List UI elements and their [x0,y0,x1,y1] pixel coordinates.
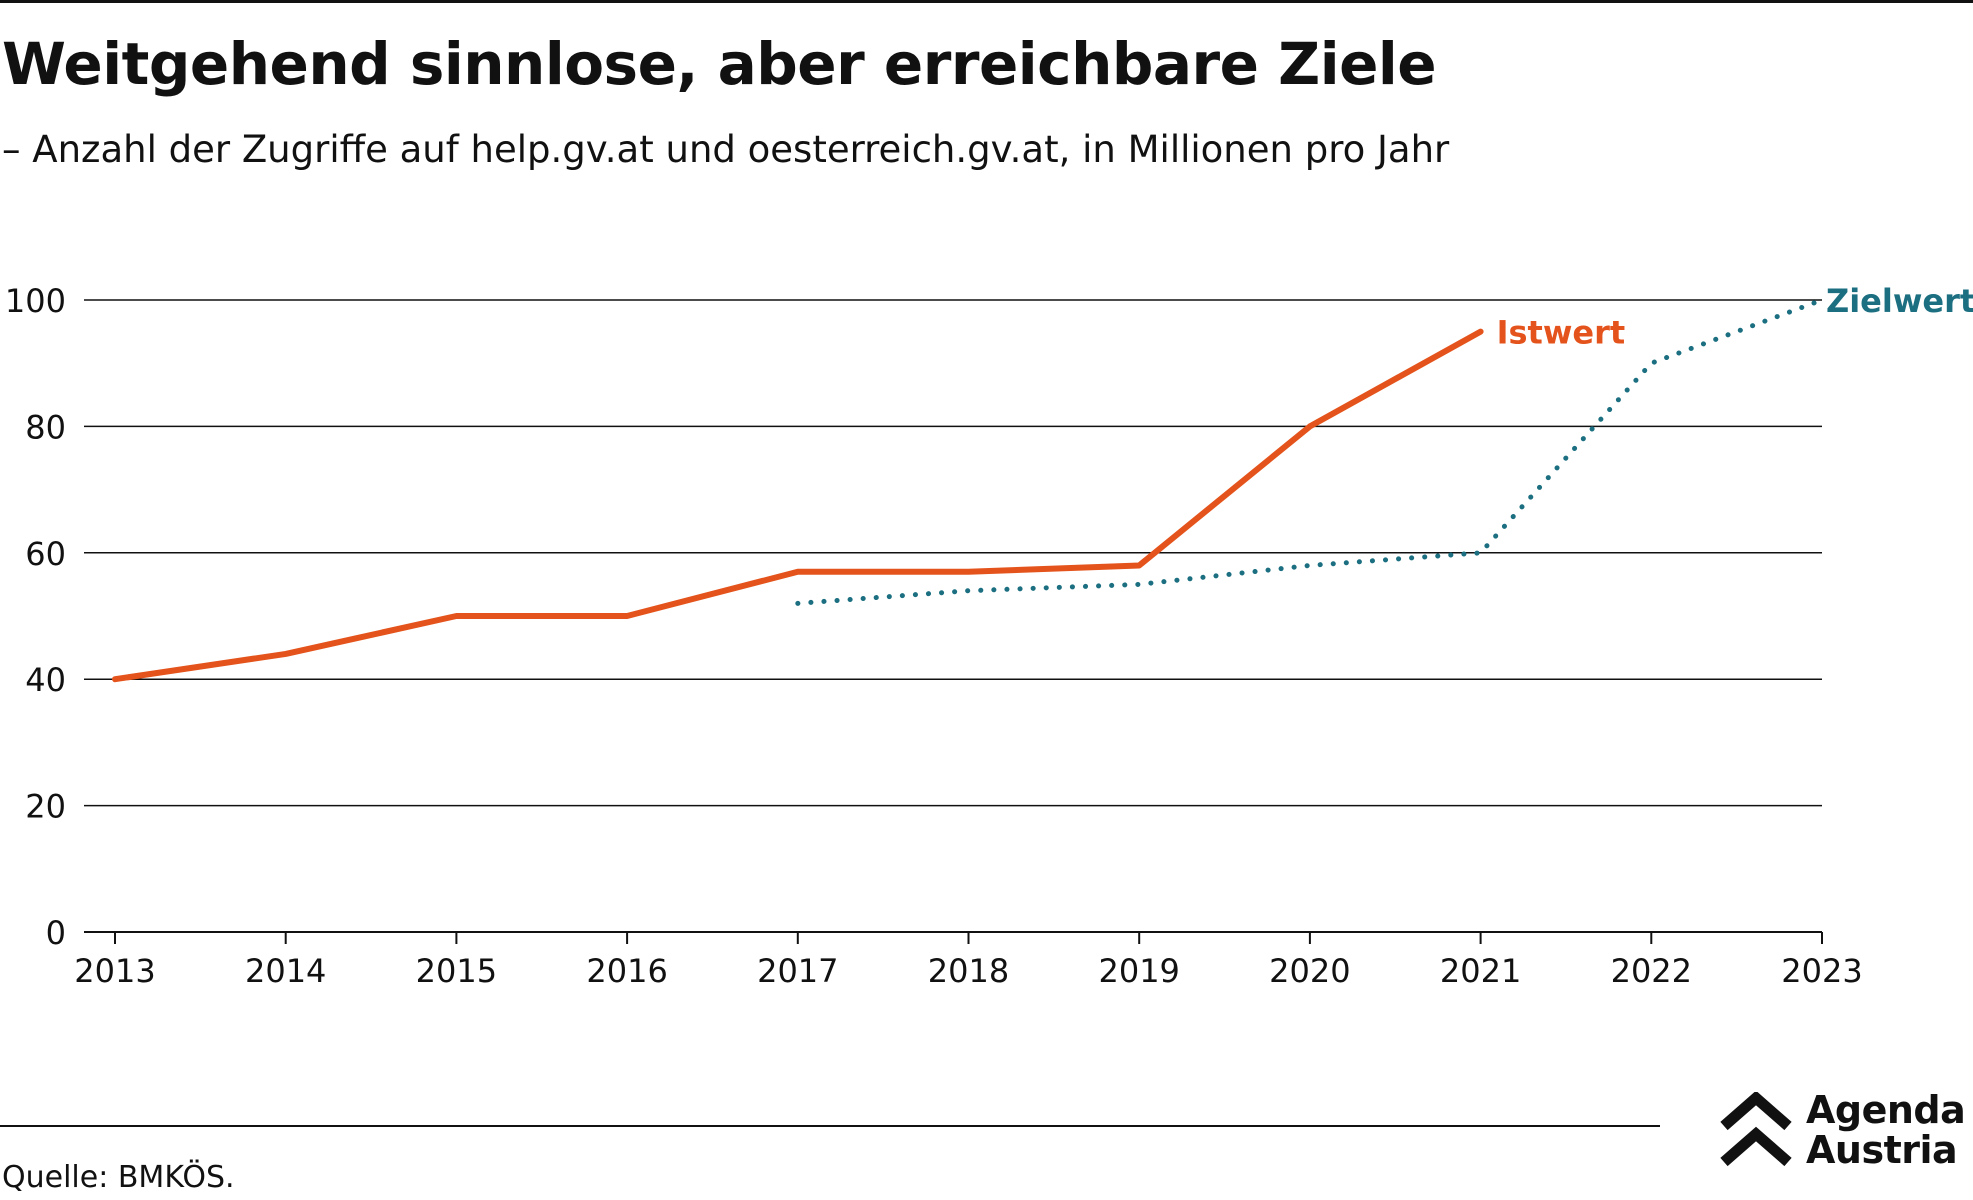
logo-line-1: Agenda [1806,1088,1966,1132]
x-tick-label: 2021 [1440,952,1521,990]
agenda-austria-logo: Agenda Austria [1720,1090,1970,1170]
logo-line-2: Austria [1806,1128,1958,1172]
y-tick-label: 80 [25,408,66,446]
y-tick-label: 0 [46,914,66,952]
series-line-istwert [112,328,1484,683]
x-axis-ticks: 2013 2014 2015 2016 2017 2018 2019 2020 2021 2022… [74,932,1863,990]
x-tick-label: 2015 [416,952,497,990]
chart-title: Weitgehend sinnlose, aber erreichbare Zi… [2,30,1437,98]
x-tick-label: 2020 [1269,952,1350,990]
logo-text: Agenda Austria [1806,1088,1966,1172]
y-tick-label: 100 [5,282,66,320]
series-label-zielwert: Zielwert [1826,282,1973,320]
bottom-rule [0,1125,1660,1127]
series-label-istwert: Istwert [1497,314,1626,352]
x-tick-label: 2016 [586,952,667,990]
x-tick-label: 2022 [1611,952,1692,990]
x-tick-label: 2013 [74,952,155,990]
y-tick-label: 60 [25,535,66,573]
gridlines [84,299,1822,933]
series-labels: Istwert Zielwert [1497,282,1973,352]
y-tick-label: 40 [25,661,66,699]
chart-subtitle: – Anzahl der Zugriffe auf help.gv.at und… [2,128,1450,171]
double-chevron-up-icon [1720,1092,1792,1167]
x-tick-label: 2019 [1098,952,1179,990]
x-tick-label: 2018 [928,952,1009,990]
source-note: Quelle: BMKÖS. [2,1160,235,1195]
y-tick-label: 20 [25,788,66,826]
y-axis-ticks: 0 20 40 60 80 100 [5,282,66,952]
x-tick-label: 2023 [1781,952,1862,990]
x-tick-label: 2017 [757,952,838,990]
top-rule [0,0,1973,3]
series-line-zielwert [795,297,1825,606]
x-tick-label: 2014 [245,952,326,990]
series-lines [112,297,1825,683]
